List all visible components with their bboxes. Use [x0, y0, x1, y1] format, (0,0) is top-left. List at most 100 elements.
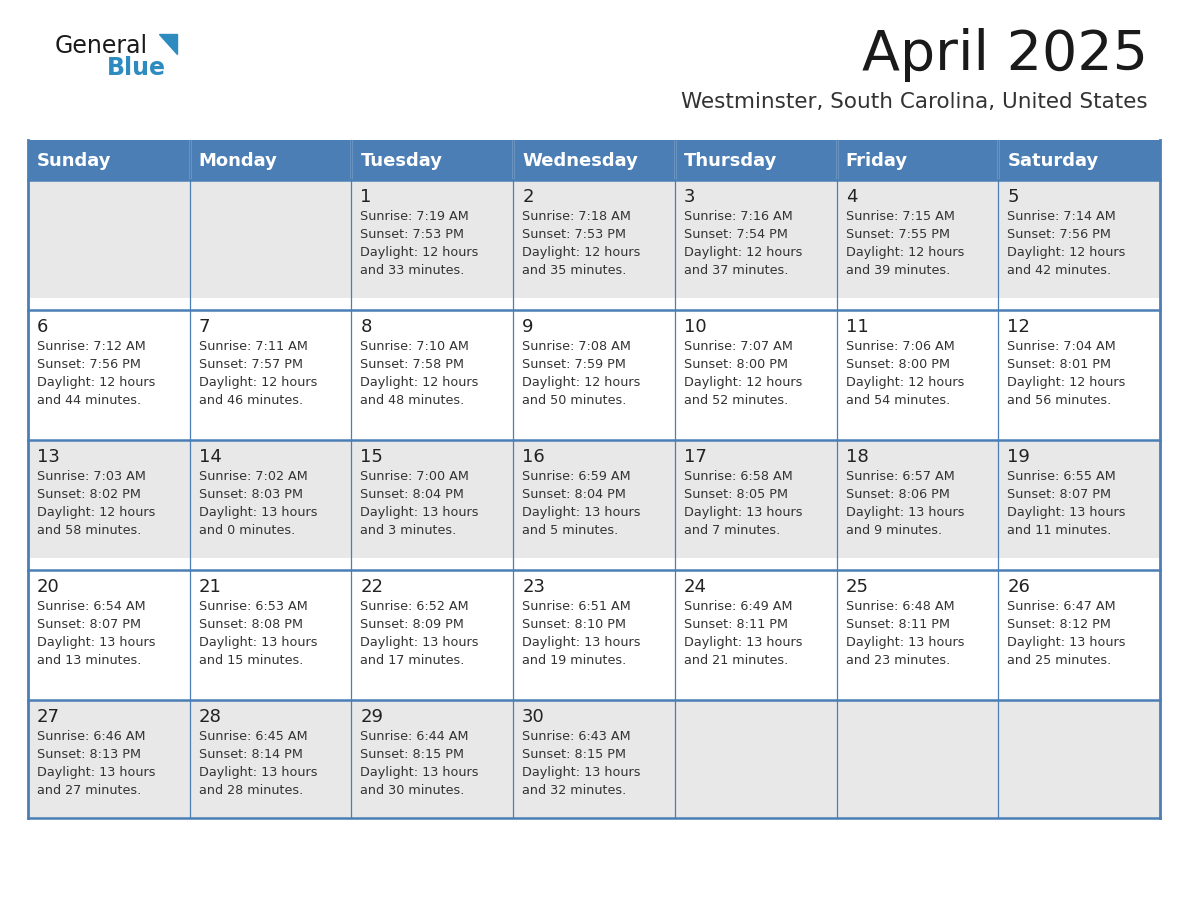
Text: Sunrise: 7:15 AM: Sunrise: 7:15 AM [846, 210, 954, 223]
Text: 17: 17 [684, 448, 707, 466]
Text: Sunset: 7:55 PM: Sunset: 7:55 PM [846, 228, 949, 241]
Text: Sunrise: 6:46 AM: Sunrise: 6:46 AM [37, 730, 145, 743]
Bar [29, 310, 1159, 428]
Text: 24: 24 [684, 578, 707, 596]
Text: Sunrise: 6:51 AM: Sunrise: 6:51 AM [523, 600, 631, 613]
Text: Daylight: 13 hours
and 32 minutes.: Daylight: 13 hours and 32 minutes. [523, 766, 640, 797]
Text: 20: 20 [37, 578, 59, 596]
Text: Sunset: 8:09 PM: Sunset: 8:09 PM [360, 618, 465, 631]
Text: Daylight: 13 hours
and 19 minutes.: Daylight: 13 hours and 19 minutes. [523, 636, 640, 666]
Text: Sunrise: 6:47 AM: Sunrise: 6:47 AM [1007, 600, 1116, 613]
Text: Daylight: 12 hours
and 46 minutes.: Daylight: 12 hours and 46 minutes. [198, 376, 317, 407]
Text: Sunrise: 7:00 AM: Sunrise: 7:00 AM [360, 470, 469, 483]
Text: 9: 9 [523, 318, 533, 336]
Text: Sunset: 8:14 PM: Sunset: 8:14 PM [198, 748, 303, 761]
Text: Sunrise: 7:08 AM: Sunrise: 7:08 AM [523, 340, 631, 353]
Text: Sunset: 8:04 PM: Sunset: 8:04 PM [523, 488, 626, 501]
Text: Daylight: 13 hours
and 15 minutes.: Daylight: 13 hours and 15 minutes. [198, 636, 317, 666]
Bar [513, 140, 675, 180]
Text: Sunset: 8:00 PM: Sunset: 8:00 PM [846, 358, 949, 371]
Text: Sunset: 8:12 PM: Sunset: 8:12 PM [1007, 618, 1111, 631]
Text: Sunset: 7:56 PM: Sunset: 7:56 PM [37, 358, 141, 371]
Text: Wednesday: Wednesday [523, 152, 638, 170]
Text: Daylight: 13 hours
and 9 minutes.: Daylight: 13 hours and 9 minutes. [846, 506, 965, 536]
Text: Blue: Blue [107, 56, 166, 80]
Text: 8: 8 [360, 318, 372, 336]
Text: Sunset: 8:07 PM: Sunset: 8:07 PM [1007, 488, 1111, 501]
Text: April 2025: April 2025 [862, 28, 1148, 82]
Text: Sunrise: 6:48 AM: Sunrise: 6:48 AM [846, 600, 954, 613]
Text: Daylight: 13 hours
and 21 minutes.: Daylight: 13 hours and 21 minutes. [684, 636, 802, 666]
Text: 26: 26 [1007, 578, 1030, 596]
Text: 25: 25 [846, 578, 868, 596]
Bar [675, 140, 836, 180]
Text: Sunrise: 6:43 AM: Sunrise: 6:43 AM [523, 730, 631, 743]
Text: Daylight: 13 hours
and 17 minutes.: Daylight: 13 hours and 17 minutes. [360, 636, 479, 666]
Bar [998, 140, 1159, 180]
Text: Daylight: 12 hours
and 33 minutes.: Daylight: 12 hours and 33 minutes. [360, 246, 479, 276]
Text: Daylight: 13 hours
and 5 minutes.: Daylight: 13 hours and 5 minutes. [523, 506, 640, 536]
Bar [29, 570, 1159, 688]
Text: Daylight: 13 hours
and 3 minutes.: Daylight: 13 hours and 3 minutes. [360, 506, 479, 536]
Text: Sunset: 8:15 PM: Sunset: 8:15 PM [523, 748, 626, 761]
Bar [29, 180, 1159, 298]
Text: 2: 2 [523, 188, 533, 206]
Text: Sunrise: 6:58 AM: Sunrise: 6:58 AM [684, 470, 792, 483]
Text: Daylight: 12 hours
and 39 minutes.: Daylight: 12 hours and 39 minutes. [846, 246, 963, 276]
Text: Sunset: 7:59 PM: Sunset: 7:59 PM [523, 358, 626, 371]
Text: 5: 5 [1007, 188, 1019, 206]
Text: Sunset: 7:54 PM: Sunset: 7:54 PM [684, 228, 788, 241]
Text: 21: 21 [198, 578, 222, 596]
Text: Sunrise: 7:18 AM: Sunrise: 7:18 AM [523, 210, 631, 223]
Text: 28: 28 [198, 708, 222, 726]
Text: Daylight: 13 hours
and 0 minutes.: Daylight: 13 hours and 0 minutes. [198, 506, 317, 536]
Text: 18: 18 [846, 448, 868, 466]
Text: Friday: Friday [846, 152, 908, 170]
Text: Daylight: 12 hours
and 50 minutes.: Daylight: 12 hours and 50 minutes. [523, 376, 640, 407]
Text: 15: 15 [360, 448, 384, 466]
Text: Sunset: 8:11 PM: Sunset: 8:11 PM [684, 618, 788, 631]
Bar [190, 140, 352, 180]
Text: Sunrise: 6:49 AM: Sunrise: 6:49 AM [684, 600, 792, 613]
Text: Sunset: 7:57 PM: Sunset: 7:57 PM [198, 358, 303, 371]
Text: Sunrise: 7:11 AM: Sunrise: 7:11 AM [198, 340, 308, 353]
Text: Daylight: 13 hours
and 11 minutes.: Daylight: 13 hours and 11 minutes. [1007, 506, 1126, 536]
Text: Sunset: 7:56 PM: Sunset: 7:56 PM [1007, 228, 1111, 241]
Text: Sunrise: 7:19 AM: Sunrise: 7:19 AM [360, 210, 469, 223]
Bar [29, 298, 1159, 310]
Text: Sunrise: 6:45 AM: Sunrise: 6:45 AM [198, 730, 308, 743]
Text: Sunrise: 6:55 AM: Sunrise: 6:55 AM [1007, 470, 1116, 483]
Text: Daylight: 13 hours
and 7 minutes.: Daylight: 13 hours and 7 minutes. [684, 506, 802, 536]
Text: Daylight: 12 hours
and 37 minutes.: Daylight: 12 hours and 37 minutes. [684, 246, 802, 276]
Text: Sunset: 8:15 PM: Sunset: 8:15 PM [360, 748, 465, 761]
Text: Sunset: 8:03 PM: Sunset: 8:03 PM [198, 488, 303, 501]
Polygon shape [159, 34, 177, 54]
Bar [29, 428, 1159, 440]
Text: Daylight: 13 hours
and 28 minutes.: Daylight: 13 hours and 28 minutes. [198, 766, 317, 797]
Text: 30: 30 [523, 708, 545, 726]
Text: Sunrise: 7:10 AM: Sunrise: 7:10 AM [360, 340, 469, 353]
Text: Sunset: 8:02 PM: Sunset: 8:02 PM [37, 488, 141, 501]
Text: 7: 7 [198, 318, 210, 336]
Text: Sunset: 8:13 PM: Sunset: 8:13 PM [37, 748, 141, 761]
Bar [29, 700, 1159, 818]
Text: Sunrise: 6:53 AM: Sunrise: 6:53 AM [198, 600, 308, 613]
Text: Sunrise: 7:16 AM: Sunrise: 7:16 AM [684, 210, 792, 223]
Bar [29, 440, 1159, 558]
Text: Daylight: 13 hours
and 13 minutes.: Daylight: 13 hours and 13 minutes. [37, 636, 156, 666]
Bar [352, 140, 513, 180]
Text: Sunset: 8:06 PM: Sunset: 8:06 PM [846, 488, 949, 501]
Text: Sunrise: 6:57 AM: Sunrise: 6:57 AM [846, 470, 954, 483]
Text: Daylight: 12 hours
and 56 minutes.: Daylight: 12 hours and 56 minutes. [1007, 376, 1126, 407]
Text: 13: 13 [37, 448, 59, 466]
Text: 1: 1 [360, 188, 372, 206]
Text: Daylight: 13 hours
and 25 minutes.: Daylight: 13 hours and 25 minutes. [1007, 636, 1126, 666]
Text: Daylight: 13 hours
and 27 minutes.: Daylight: 13 hours and 27 minutes. [37, 766, 156, 797]
Text: Sunset: 8:07 PM: Sunset: 8:07 PM [37, 618, 141, 631]
Text: 29: 29 [360, 708, 384, 726]
Text: Sunset: 8:08 PM: Sunset: 8:08 PM [198, 618, 303, 631]
Text: 16: 16 [523, 448, 545, 466]
Text: Sunset: 8:01 PM: Sunset: 8:01 PM [1007, 358, 1111, 371]
Text: Sunset: 8:00 PM: Sunset: 8:00 PM [684, 358, 788, 371]
Text: Sunrise: 7:03 AM: Sunrise: 7:03 AM [37, 470, 146, 483]
